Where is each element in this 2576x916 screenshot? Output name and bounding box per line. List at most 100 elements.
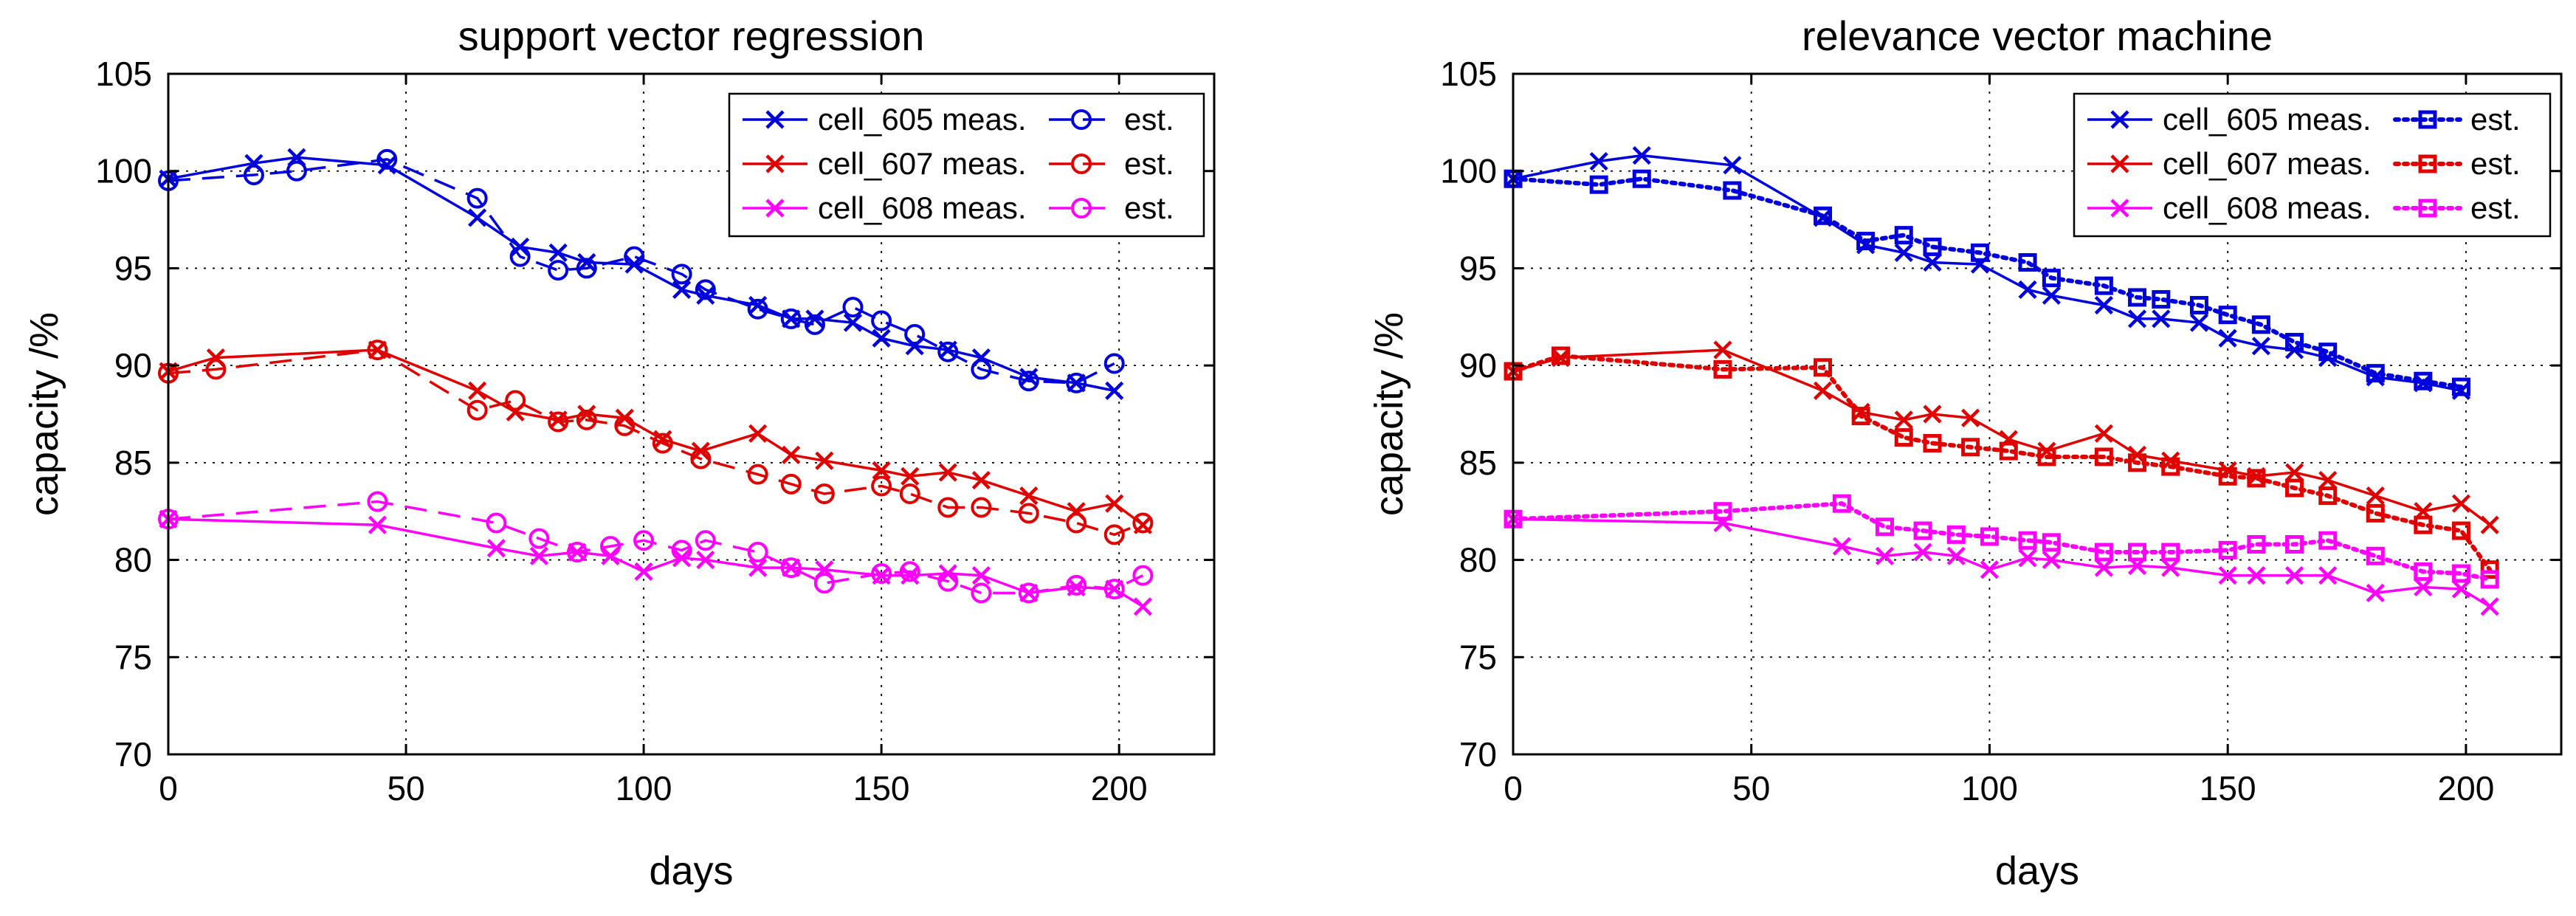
data-point [2218, 466, 2237, 486]
data-point [782, 445, 801, 464]
chart-title: support vector regression [458, 13, 925, 59]
legend: cell_605 meas. est. cell_607 meas. est. cell… [2073, 92, 2552, 238]
data-point [1132, 565, 1154, 586]
data-point [2480, 597, 2499, 616]
data-point [2094, 276, 2113, 295]
data-point [2366, 583, 2385, 602]
data-point [2414, 515, 2433, 534]
legend-swatch-marker [765, 199, 785, 218]
series-3-est [158, 340, 1154, 545]
data-point [2042, 533, 2061, 552]
data-point [2414, 371, 2433, 390]
data-point [505, 390, 526, 411]
legend-label: cell_605 meas. [818, 102, 1027, 137]
data-point [1552, 346, 1571, 365]
data-point [2218, 328, 2237, 348]
y-tick-label: 70 [1459, 735, 1497, 774]
data-point [367, 491, 388, 512]
y-tick-label: 105 [95, 55, 152, 93]
data-point [1971, 243, 1990, 262]
data-point [1832, 494, 1851, 513]
data-point [2042, 269, 2061, 288]
data-point [2451, 381, 2471, 400]
data-point [529, 546, 548, 565]
data-point [1018, 371, 1039, 392]
data-point [899, 561, 920, 582]
data-point [1980, 560, 2000, 579]
legend-swatch-marker [1071, 154, 1092, 174]
legend-entry-1-est: est. [2393, 102, 2521, 137]
data-point [2042, 286, 2061, 305]
y-tick-label: 75 [1459, 638, 1497, 676]
data-point [1713, 502, 1732, 521]
data-point [2285, 333, 2304, 352]
legend-entry-1-est: est. [1049, 102, 1174, 137]
data-point [904, 323, 926, 345]
data-point [2451, 579, 2471, 599]
legend-entry-4-cell-608-meas: cell_608 meas. [2087, 190, 2372, 225]
data-point [1066, 574, 1087, 596]
legend-entry-3-est: est. [1049, 146, 1174, 181]
data-point [971, 359, 992, 380]
data-point [1713, 359, 1732, 379]
data-point [748, 424, 768, 443]
x-tick-label: 100 [1961, 769, 2018, 807]
data-point [672, 280, 692, 299]
data-point [2094, 543, 2113, 562]
data-point [937, 341, 959, 362]
legend-swatch-marker [765, 110, 785, 129]
data-point [843, 313, 863, 332]
legend-label: est. [1124, 146, 1174, 181]
y-tick-label: 90 [114, 346, 152, 385]
data-point [486, 539, 506, 558]
data-point [696, 286, 715, 305]
data-point [1832, 537, 1851, 556]
x-tick-label: 0 [1504, 769, 1523, 807]
data-point [1961, 408, 1980, 427]
data-point [2284, 566, 2304, 585]
legend: cell_605 meas. est. cell_607 meas. est. cell… [728, 92, 1205, 238]
legend-entry-5-est: est. [1049, 190, 1174, 225]
data-point [2018, 531, 2037, 550]
data-point [376, 148, 398, 170]
legend-label: est. [2470, 190, 2521, 225]
data-point [368, 515, 387, 534]
data-point [2128, 288, 2147, 307]
data-point [780, 473, 802, 495]
series-line [1511, 176, 2464, 390]
data-point [2284, 463, 2304, 482]
legend-label: est. [1124, 102, 1174, 137]
data-point [1913, 543, 1932, 562]
data-point [2127, 309, 2147, 328]
legend-label: cell_605 meas. [2163, 102, 2372, 137]
data-point [2018, 280, 2037, 299]
data-point [804, 314, 825, 335]
data-point [748, 558, 768, 577]
data-point [1961, 438, 1980, 457]
data-point [548, 260, 569, 281]
x-axis-label: days [649, 849, 733, 893]
data-point [1019, 486, 1039, 506]
legend-swatch-marker [2110, 199, 2129, 218]
series-0-cell-605-meas [1504, 146, 2471, 400]
data-point [466, 399, 488, 421]
data-point [2480, 560, 2499, 579]
data-point [468, 208, 487, 227]
data-point [937, 497, 959, 518]
data-point [780, 557, 802, 579]
data-point [813, 573, 835, 594]
data-point [1894, 410, 1913, 430]
data-point [634, 562, 653, 581]
series-line [1512, 154, 2462, 393]
legend-entry-4-cell-608-meas: cell_608 meas. [743, 190, 1027, 225]
data-point [576, 258, 597, 279]
legend-entry-2-cell-607-meas: cell_607 meas. [743, 146, 1027, 181]
data-point [1894, 226, 1913, 245]
data-point [548, 411, 569, 433]
legend-label: est. [2470, 102, 2521, 137]
series-line [168, 500, 1144, 595]
data-point [205, 359, 227, 380]
legend-box [2073, 92, 2552, 238]
data-point [747, 542, 768, 563]
data-point [2018, 253, 2037, 272]
